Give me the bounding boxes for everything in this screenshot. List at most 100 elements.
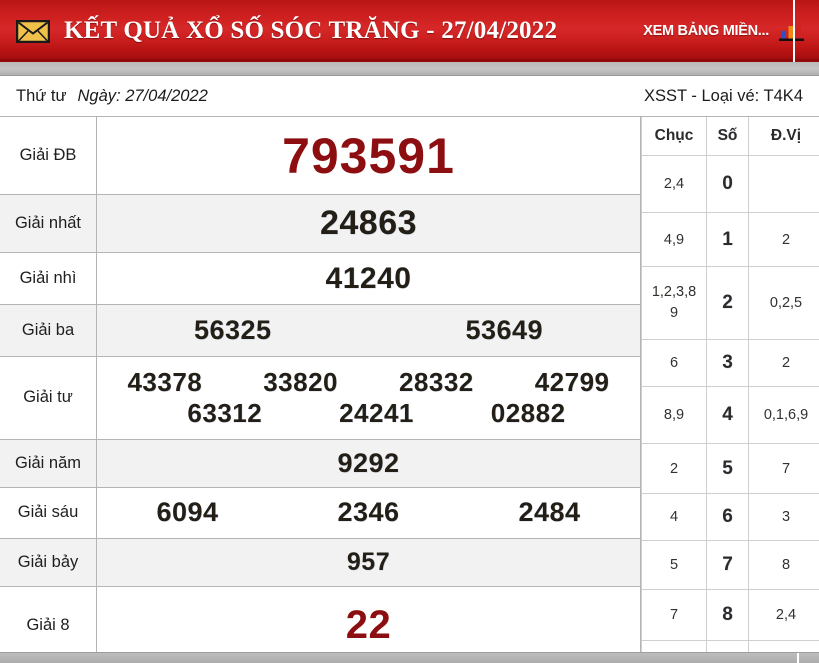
prize-number: 9292: [337, 447, 400, 478]
prize-row: Giải ĐB 793591: [0, 117, 641, 196]
header-banner: KẾT QUẢ XỔ SỐ SÓC TRĂNG - 27/04/2022 XEM…: [0, 0, 819, 62]
loto-row: 1,2,3,8 9 2 0,2,5: [641, 266, 819, 340]
loto-row: 8,9 4 0,1,6,9: [641, 386, 819, 444]
prize-number-line: 63312 24241 02882: [97, 398, 640, 429]
banner-under-strip: [0, 62, 819, 76]
loto-cell-chuc: 8,9: [641, 386, 707, 444]
bottom-scroll-bar[interactable]: [0, 652, 819, 663]
prize-values: 9292: [96, 439, 641, 489]
prize-number: 33820: [263, 366, 339, 397]
prize-row: Giải tư 43378 33820 28332 42799 63312 24241 028…: [0, 356, 641, 440]
bar-chart-icon[interactable]: [779, 19, 805, 43]
loto-header-so: Số: [706, 117, 749, 156]
loto-cell-donvi: [748, 155, 819, 213]
prize-values: 793591: [96, 117, 641, 196]
prize-values: 6094 2346 2484: [96, 487, 641, 539]
prize-label: Giải tư: [0, 356, 97, 440]
prize-number: 56325: [193, 314, 272, 345]
prize-values: 41240: [96, 252, 641, 305]
prize-number: 28332: [398, 366, 474, 397]
prize-values: 24863: [96, 194, 641, 254]
prize-number-line: 793591: [97, 127, 640, 185]
prize-label: Giải ba: [0, 304, 97, 357]
loto-table: Chục Số Đ.Vị 2,4 0 4,9 1 2 1,2,3,8 9 2 0,2,5 6 3 2 8…: [641, 117, 819, 663]
loto-cell-donvi: 8: [748, 540, 819, 590]
draw-date-label: Ngày: 27/04/2022: [77, 86, 208, 105]
loto-header-chuc: Chục: [641, 117, 707, 156]
prize-number: 41240: [325, 261, 412, 295]
loto-cell-chuc: 7: [641, 589, 707, 641]
prize-row: Giải bảy 957: [0, 538, 641, 588]
prize-number: 957: [346, 547, 391, 576]
loto-row: 2,4 0: [641, 155, 819, 213]
prize-number: 42799: [534, 366, 610, 397]
prize-values: 957: [96, 538, 641, 588]
prize-number-line: 9292: [97, 448, 640, 479]
prize-row: Giải năm 9292: [0, 439, 641, 489]
prize-number-grid: 43378 33820 28332 42799 63312 24241 02882: [97, 367, 640, 429]
prize-number-line: 41240: [97, 262, 640, 296]
scroll-notch: [797, 653, 799, 663]
prize-number: 24863: [319, 204, 418, 243]
loto-cell-so: 7: [706, 540, 749, 590]
loto-cell-so: 4: [706, 386, 749, 444]
prize-row: Giải nhì 41240: [0, 252, 641, 305]
loto-cell-chuc: 4,9: [641, 212, 707, 267]
loto-cell-chuc: 5: [641, 540, 707, 590]
prize-number: 24241: [339, 397, 414, 428]
loto-cell-so: 2: [706, 266, 749, 340]
prize-label: Giải 8: [0, 586, 97, 663]
prize-number-line: 957: [97, 548, 640, 577]
prize-number: 6094: [156, 497, 219, 528]
prize-number-line: 43378 33820 28332 42799: [97, 367, 640, 398]
weekday-label: Thứ tư: [16, 86, 67, 105]
results-area: Giải ĐB 793591 Giải nhất 24863 Giải nhì 41240…: [0, 117, 819, 663]
loto-cell-donvi: 0,2,5: [748, 266, 819, 340]
prize-number: 2484: [518, 497, 581, 528]
prize-number-line: 22: [97, 603, 640, 648]
ticket-type-label: XSST - Loại vé: T4K4: [644, 86, 803, 105]
loto-cell-donvi: 3: [748, 493, 819, 541]
prize-number: 43378: [127, 366, 203, 397]
prize-values: 43378 33820 28332 42799 63312 24241 02882: [96, 356, 641, 440]
prize-number: 63312: [187, 397, 263, 428]
page-title: KẾT QUẢ XỔ SỐ SÓC TRĂNG - 27/04/2022: [64, 17, 558, 44]
loto-cell-chuc: 2: [641, 443, 707, 494]
loto-cell-donvi: 0,1,6,9: [748, 386, 819, 444]
loto-table-wrap: Chục Số Đ.Vị 2,4 0 4,9 1 2 1,2,3,8 9 2 0,2,5 6 3 2 8…: [641, 117, 819, 663]
loto-row: 7 8 2,4: [641, 589, 819, 641]
loto-cell-donvi: 2,4: [748, 589, 819, 641]
prize-label: Giải nhì: [0, 252, 97, 305]
prize-label: Giải nhất: [0, 194, 97, 254]
loto-table-body: 2,4 0 4,9 1 2 1,2,3,8 9 2 0,2,5 6 3 2 8,9 4 0,1,6,9 2 5 7…: [641, 155, 819, 663]
prize-number-line: 56325 53649: [97, 315, 640, 346]
loto-row: 4,9 1 2: [641, 212, 819, 267]
prize-number: 02882: [490, 397, 566, 428]
loto-cell-so: 6: [706, 493, 749, 541]
loto-cell-chuc: 4: [641, 493, 707, 541]
view-region-table-link[interactable]: XEM BẢNG MIỀN...: [643, 23, 769, 39]
loto-cell-chuc: 6: [641, 339, 707, 387]
prize-number: 53649: [465, 314, 544, 345]
loto-cell-so: 5: [706, 443, 749, 494]
prize-values: 22: [96, 586, 641, 663]
prize-label: Giải bảy: [0, 538, 97, 588]
loto-cell-donvi: 7: [748, 443, 819, 494]
loto-cell-chuc: 1,2,3,8 9: [641, 266, 707, 340]
prize-row: Giải nhất 24863: [0, 194, 641, 254]
loto-table-head: Chục Số Đ.Vị: [641, 117, 819, 156]
banner-right-group: XEM BẢNG MIỀN...: [643, 19, 819, 43]
loto-cell-so: 1: [706, 212, 749, 267]
date-bar: Thứ tư Ngày: 27/04/2022 XSST - Loại vé: …: [0, 76, 819, 117]
loto-cell-so: 8: [706, 589, 749, 641]
loto-cell-chuc: 2,4: [641, 155, 707, 213]
prize-number-line: 6094 2346 2484: [97, 497, 640, 528]
prize-label: Giải sáu: [0, 487, 97, 539]
prize-table: Giải ĐB 793591 Giải nhất 24863 Giải nhì 41240…: [0, 117, 641, 663]
prize-row: Giải 8 22: [0, 586, 641, 663]
